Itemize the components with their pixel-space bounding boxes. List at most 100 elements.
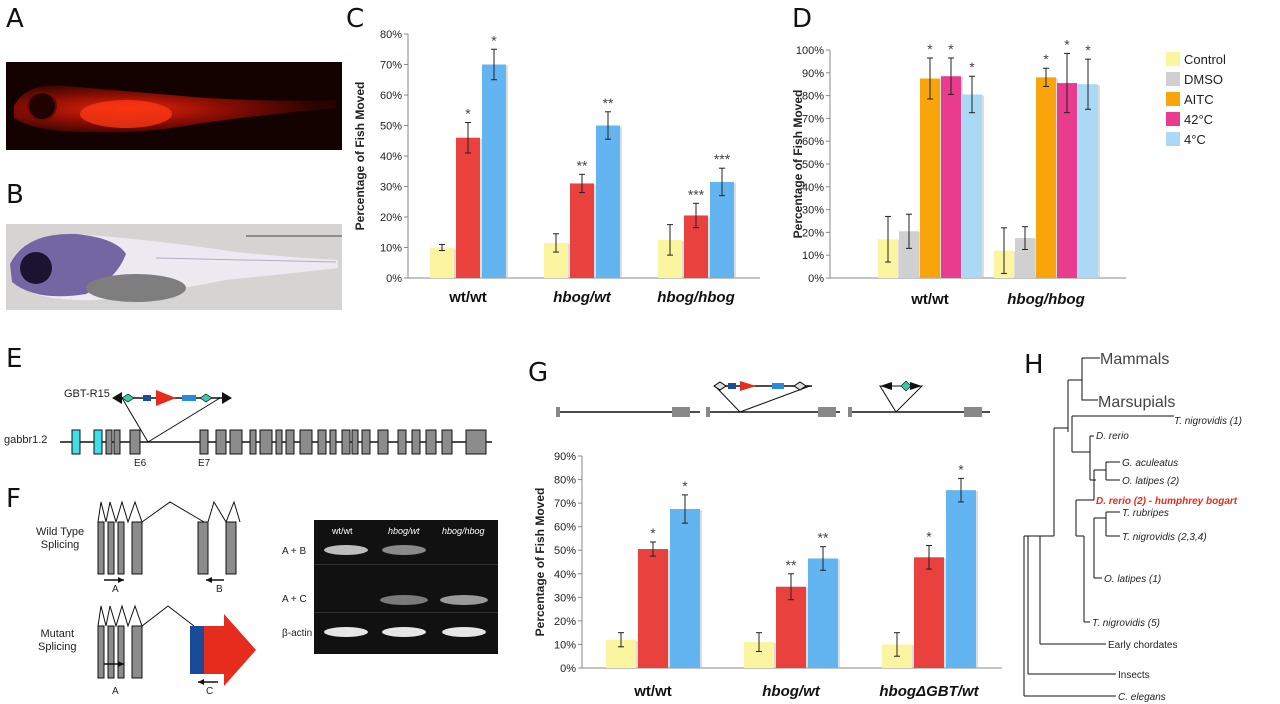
exon-label-e6: E6 <box>134 458 147 469</box>
gel-image <box>314 520 498 654</box>
exon-22 <box>425 429 437 455</box>
bar <box>920 78 940 278</box>
gel-row-ab: A + B <box>282 546 307 557</box>
legend-label: AITC <box>1184 92 1214 107</box>
exon-10 <box>259 429 273 455</box>
y-tick-label: 10% <box>554 639 576 651</box>
significance-star: * <box>927 41 933 57</box>
bar <box>638 549 668 668</box>
category-label: hbog/wt <box>553 289 611 306</box>
bar <box>710 181 734 278</box>
exon-20 <box>397 429 407 455</box>
y-axis-label: Percentage of Fish Moved <box>792 90 805 239</box>
primer-a-mut: A <box>112 686 119 697</box>
y-tick-label: 20% <box>554 616 576 628</box>
gel-row-ac: A + C <box>282 594 307 605</box>
category-label: wt/wt <box>448 289 487 306</box>
category-label: hbog/hbog <box>1007 291 1084 308</box>
panel-label-h: H <box>1024 350 1044 380</box>
significance-star: * <box>969 59 975 75</box>
tree-label-drerio: D. rerio <box>1096 431 1129 442</box>
category-label: wt/wt <box>910 291 949 308</box>
tree-label-gacu: G. aculeatus <box>1122 458 1178 469</box>
bar <box>941 76 961 278</box>
tree-label-olat2: O. latipes (2) <box>1122 476 1179 487</box>
significance-star: * <box>650 525 656 541</box>
tree-label-tnig5: T. nigrovidis (5) <box>1092 618 1160 629</box>
y-tick-label: 10% <box>380 243 402 255</box>
panel-label-e: E <box>6 344 23 374</box>
gel-lane-hboghbog: hbog/hbog <box>442 526 485 536</box>
y-tick-label: 0% <box>808 273 824 285</box>
y-tick-label: 60% <box>380 90 402 102</box>
exon-6 <box>199 429 209 455</box>
gel-lane-wtwt: wt/wt <box>332 526 353 536</box>
tree-label-tnig1: T. nigrovidis (1) <box>1174 416 1242 427</box>
y-tick-label: 20% <box>802 227 824 239</box>
panel-label-b: B <box>6 180 24 210</box>
splicing-diagram <box>97 500 256 686</box>
significance-star: * <box>1064 36 1070 52</box>
construct-diagrams <box>556 380 990 417</box>
primer-a-wt: A <box>112 584 119 595</box>
exon-12 <box>285 429 295 455</box>
exon-15 <box>329 429 337 455</box>
legend-swatch <box>1166 92 1180 106</box>
significance-star: * <box>682 478 688 494</box>
y-tick-label: 90% <box>554 451 576 463</box>
exon-9 <box>249 429 257 455</box>
panel-label-f: F <box>6 484 21 514</box>
gene-label: gabbr1.2 <box>4 434 48 446</box>
y-tick-label: 70% <box>554 498 576 510</box>
exon-11 <box>275 429 283 455</box>
exon-16 <box>341 429 351 455</box>
y-axis-label: Percentage of Fish Moved <box>533 488 547 637</box>
gene-structure-diagram <box>60 390 492 455</box>
tree-label-marsupials: Marsupials <box>1098 394 1175 411</box>
y-tick-label: 10% <box>802 250 824 262</box>
phylogenetic-tree: Mammals Marsupials T. nigrovidis (1) D. … <box>1023 351 1242 703</box>
chart-d: 0% 10% 20% 30% 40% 50% 60% 70% 80% 90% 100% Percent… <box>792 36 1226 308</box>
significance-star: * <box>1085 42 1091 58</box>
wild-type-label: Wild Type Splicing <box>36 526 85 551</box>
bar <box>946 490 976 668</box>
y-tick-label: 20% <box>380 212 402 224</box>
y-axis-label: Percentage of Fish Moved <box>353 82 367 231</box>
in-situ-larva-image <box>6 224 342 310</box>
exon-8 <box>229 429 243 455</box>
panel-label-g: G <box>528 358 549 388</box>
y-tick-label: 50% <box>802 159 824 171</box>
y-tick-label: 30% <box>380 182 402 194</box>
exon-24 <box>465 429 487 455</box>
legend-swatch <box>1166 132 1180 146</box>
panel-label-a: A <box>6 4 24 34</box>
bar <box>482 64 506 278</box>
significance-star: ** <box>603 95 614 111</box>
y-tick-label: 90% <box>802 68 824 80</box>
y-tick-label: 30% <box>554 592 576 604</box>
y-tick-label: 40% <box>554 569 576 581</box>
exon-1 <box>71 429 81 455</box>
y-tick-label: 50% <box>554 545 576 557</box>
exon-19 <box>377 429 389 455</box>
significance-star: * <box>465 105 471 121</box>
y-tick-label: 80% <box>554 475 576 487</box>
tree-label-celegans: C. elegans <box>1118 692 1166 703</box>
bar <box>1015 238 1035 278</box>
legend-label: 42°C <box>1184 112 1213 127</box>
bar <box>570 183 594 278</box>
exon-5 <box>129 429 141 455</box>
tree-label-olat1: O. latipes (1) <box>1104 574 1161 585</box>
exon-2 <box>93 429 103 455</box>
significance-star: * <box>958 461 964 477</box>
panel-label-c: C <box>346 4 365 34</box>
tree-label-humphrey-bogart: D. rerio (2) - humphrey bogart <box>1096 496 1238 507</box>
significance-star: ** <box>577 157 588 173</box>
significance-star: * <box>491 32 497 48</box>
primer-b-wt: B <box>216 584 223 595</box>
y-tick-label: 0% <box>560 663 576 675</box>
exon-4 <box>113 429 121 455</box>
fluorescent-larva-image <box>6 62 342 150</box>
category-label: hbog/hbog <box>657 289 734 306</box>
bar <box>962 94 982 279</box>
